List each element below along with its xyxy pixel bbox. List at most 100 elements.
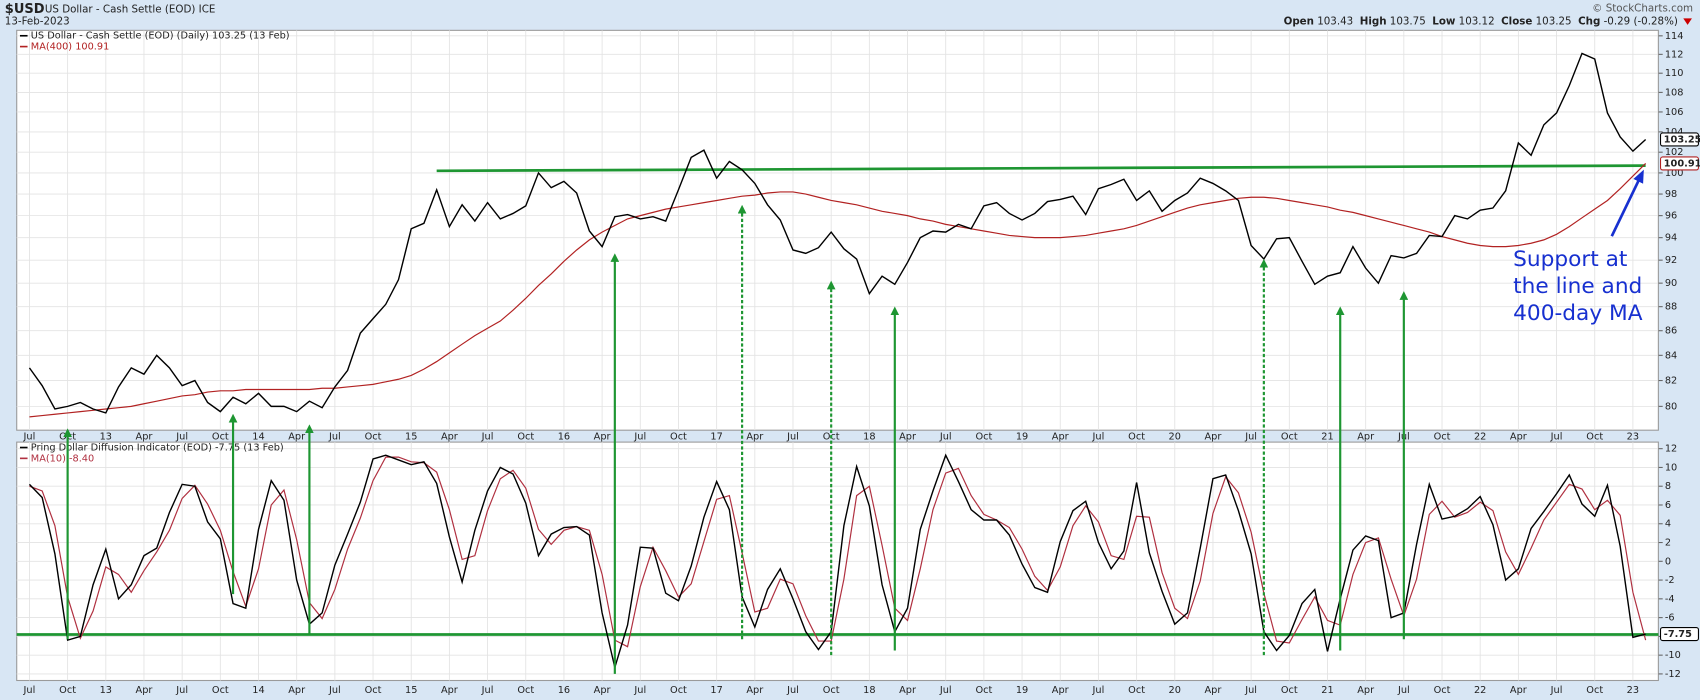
last-value-box	[1659, 156, 1699, 171]
y-tick-label: 96	[1665, 211, 1677, 222]
y-tick-label: 82	[1665, 376, 1677, 387]
annotation: the line and	[1513, 274, 1642, 299]
x-tick-label: 14	[252, 685, 264, 696]
y-tick-label: 12	[1665, 444, 1677, 455]
x-tick-label: Jul	[175, 432, 188, 443]
x-tick-label: Apr	[746, 432, 764, 443]
x-tick-label: Jul	[328, 432, 341, 443]
y-tick-label: 108	[1665, 87, 1684, 98]
x-tick-label: Apr	[1205, 432, 1223, 443]
x-tick-label: 21	[1321, 685, 1333, 696]
y-tick-label: 6	[1665, 500, 1671, 511]
x-tick-label: 17	[710, 685, 722, 696]
x-tick-label: 19	[1016, 685, 1028, 696]
annotation: 400-day MA	[1513, 301, 1643, 326]
quote-label: Chg	[1578, 16, 1600, 28]
y-tick-label: 80	[1665, 401, 1677, 412]
x-tick-label: Apr	[899, 432, 917, 443]
x-tick-label: 20	[1169, 432, 1181, 443]
x-tick-label: Oct	[212, 432, 229, 443]
date: 13-Feb-2023	[5, 16, 70, 28]
x-tick-label: Oct	[365, 432, 382, 443]
x-tick-label: Apr	[746, 685, 764, 696]
x-tick-label: Oct	[517, 432, 534, 443]
x-tick-label: Jul	[939, 685, 952, 696]
x-tick-label: 16	[558, 685, 570, 696]
x-tick-label: 23	[1627, 685, 1639, 696]
quote-value: 103.25	[1536, 16, 1572, 28]
last-value-label: -7.75	[1664, 629, 1692, 640]
y-tick-label: -4	[1665, 594, 1675, 605]
quote-label: Close	[1501, 16, 1532, 28]
last-value-box	[1659, 626, 1699, 642]
x-tick-label: 13	[100, 685, 112, 696]
y-tick-label: 94	[1665, 233, 1677, 244]
x-tick-label: 19	[1016, 432, 1028, 443]
x-tick-label: Jul	[175, 685, 188, 696]
x-tick-label: Oct	[975, 432, 992, 443]
x-tick-label: Jul	[481, 685, 494, 696]
y-tick-label: 92	[1665, 255, 1677, 266]
x-tick-label: Oct	[1434, 432, 1451, 443]
x-tick-label: Apr	[441, 432, 459, 443]
x-tick-label: Jul	[1244, 432, 1257, 443]
x-tick-label: Apr	[1052, 685, 1070, 696]
credit: © StockCharts.com	[1592, 3, 1693, 15]
quote-label: High	[1360, 16, 1387, 28]
legend-label: MA(400) 100.91	[31, 42, 110, 53]
y-tick-label: 110	[1665, 68, 1684, 79]
quote-value: 103.43	[1317, 16, 1353, 28]
x-tick-label: Apr	[1510, 432, 1528, 443]
x-tick-label: Apr	[899, 685, 917, 696]
x-tick-label: Oct	[670, 685, 687, 696]
x-tick-label: 15	[405, 685, 417, 696]
x-tick-label: Jul	[786, 685, 799, 696]
series-line	[28, 453, 1646, 671]
x-tick-label: Apr	[1357, 685, 1375, 696]
symbol: $USD	[5, 2, 45, 17]
quote-label: Low	[1432, 16, 1456, 28]
y-tick-label: 98	[1665, 189, 1677, 200]
y-tick-label: 10	[1665, 462, 1677, 473]
quote-value: 103.12	[1459, 16, 1495, 28]
x-tick-label: Oct	[1281, 685, 1298, 696]
annotation: Support at	[1513, 247, 1627, 272]
last-value-label: 100.91	[1664, 158, 1700, 169]
y-tick-label: -2	[1665, 575, 1675, 586]
x-tick-label: 16	[558, 432, 570, 443]
x-tick-label: Oct	[670, 432, 687, 443]
x-tick-label: Jul	[939, 432, 952, 443]
x-tick-label: Apr	[288, 685, 306, 696]
x-tick-label: Jul	[1550, 685, 1563, 696]
y-tick-label: -12	[1665, 669, 1681, 680]
x-tick-label: 23	[1627, 432, 1639, 443]
plot-area	[16, 29, 1659, 431]
series-line	[29, 163, 1647, 418]
last-value-box	[1659, 132, 1699, 147]
x-tick-label: Oct	[1586, 432, 1603, 443]
x-tick-label: Oct	[1128, 432, 1145, 443]
x-tick-label: Jul	[633, 432, 646, 443]
y-tick-label: -6	[1665, 613, 1675, 624]
y-tick-label: 100	[1665, 168, 1684, 179]
x-tick-label: 18	[863, 685, 875, 696]
x-tick-label: Jul	[23, 432, 36, 443]
x-tick-label: Jul	[633, 685, 646, 696]
x-tick-label: Jul	[328, 685, 341, 696]
x-tick-label: Apr	[288, 432, 306, 443]
panels: Jul Oct 13 Apr Jul Oct 14 Apr Jul Oct 15 Apr Jul Oct 1…	[16, 29, 1700, 696]
y-tick-label: 4	[1665, 519, 1671, 530]
x-tick-label: Oct	[517, 685, 534, 696]
quote-value: -0.29 (-0.28%)	[1604, 16, 1678, 28]
down-marker	[1683, 18, 1692, 25]
legend-label: US Dollar - Cash Settle (EOD) (Daily) 10…	[31, 31, 290, 42]
x-tick-label: Jul	[1244, 685, 1257, 696]
quote: Open 103.43 High 103.75 Low 103.12 Close 103.25…	[1284, 16, 1678, 28]
x-tick-label: Oct	[1281, 432, 1298, 443]
x-tick-label: Oct	[1434, 685, 1451, 696]
x-tick-label: 22	[1474, 685, 1486, 696]
x-tick-label: Apr	[1357, 432, 1375, 443]
x-tick-label: Oct	[823, 685, 840, 696]
x-tick-label: Apr	[1205, 685, 1223, 696]
